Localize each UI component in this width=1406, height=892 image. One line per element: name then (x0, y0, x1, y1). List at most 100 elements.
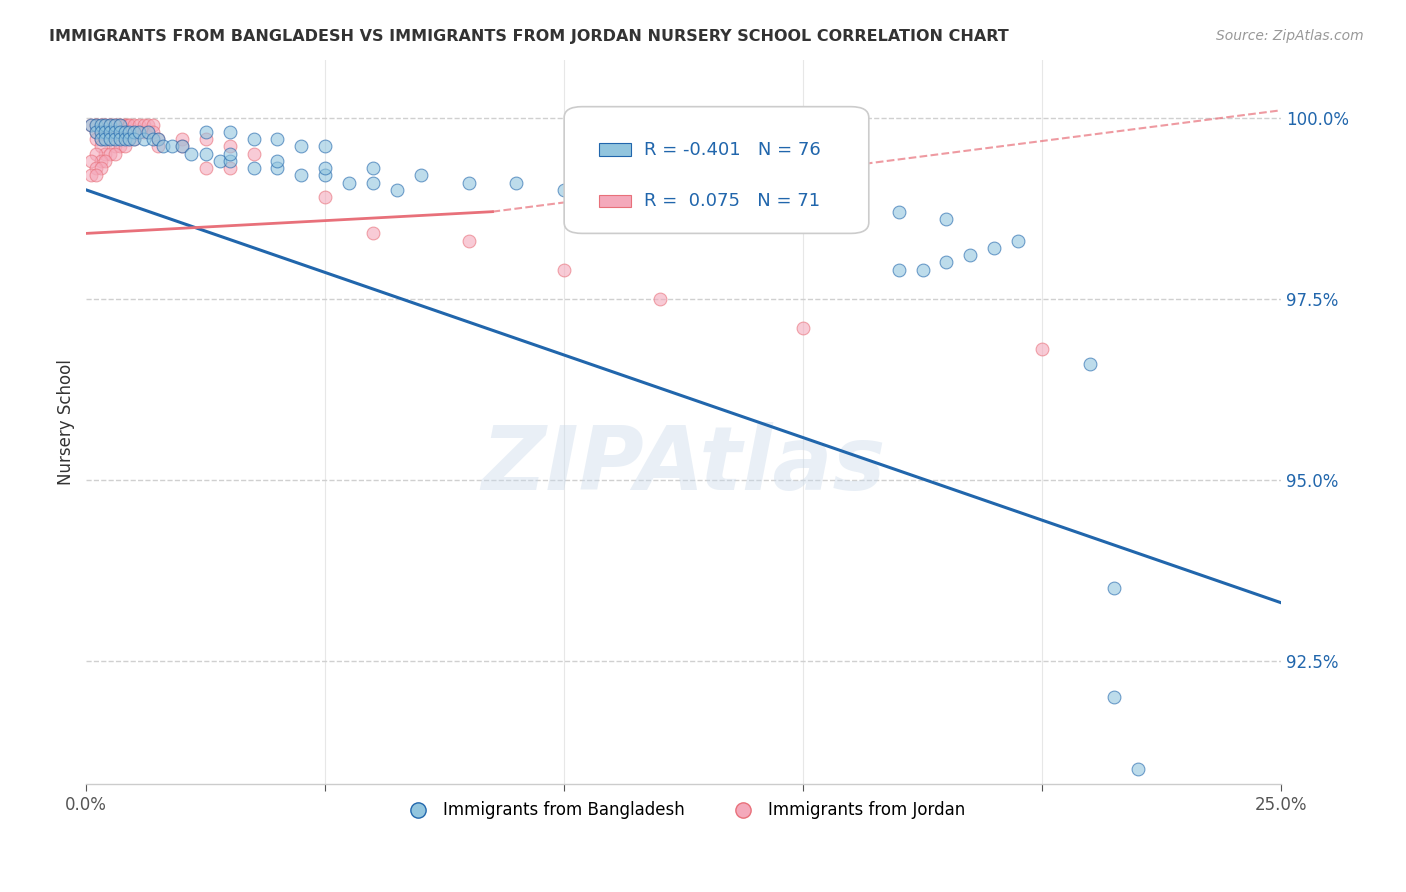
Point (505, 176, 527, 190)
Point (118, 132, 141, 146)
Point (114, 125, 136, 139)
Point (792, 320, 814, 334)
Point (84, 161, 107, 176)
FancyBboxPatch shape (564, 107, 869, 234)
Point (457, 176, 479, 190)
Point (242, 146, 264, 161)
Point (98, 146, 121, 161)
Point (146, 139, 169, 153)
Point (104, 118, 127, 132)
Point (84, 118, 107, 132)
Point (959, 248, 981, 262)
Point (98, 125, 121, 139)
Point (122, 132, 145, 146)
Point (84, 118, 107, 132)
Point (114, 139, 136, 153)
Point (104, 146, 127, 161)
Point (108, 118, 131, 132)
Point (122, 132, 145, 146)
Point (90, 161, 112, 176)
Text: IMMIGRANTS FROM BANGLADESH VS IMMIGRANTS FROM JORDAN NURSERY SCHOOL CORRELATION : IMMIGRANTS FROM BANGLADESH VS IMMIGRANTS… (49, 29, 1010, 44)
Point (290, 169, 312, 183)
Point (94, 132, 117, 146)
Point (839, 204, 862, 219)
Point (128, 125, 150, 139)
Point (98, 118, 121, 132)
Point (94, 118, 117, 132)
Point (94, 125, 117, 139)
Point (152, 139, 174, 153)
Point (98, 132, 121, 146)
Point (104, 118, 127, 132)
Point (314, 190, 336, 204)
Point (90, 125, 112, 139)
Point (142, 132, 165, 146)
Point (1102, 690, 1125, 704)
Point (90, 118, 112, 132)
Point (94, 132, 117, 146)
Point (118, 132, 141, 146)
Point (792, 197, 814, 211)
Point (1031, 343, 1053, 357)
Point (104, 139, 127, 153)
Point (935, 255, 957, 269)
Point (209, 153, 232, 168)
Point (170, 139, 193, 153)
Point (108, 139, 131, 153)
Point (242, 161, 264, 176)
Point (242, 132, 264, 146)
Point (409, 169, 432, 183)
Point (114, 118, 136, 132)
Point (90, 132, 112, 146)
Point (90, 118, 112, 132)
Point (98, 118, 121, 132)
Point (935, 211, 957, 226)
Text: R = -0.401   N = 76: R = -0.401 N = 76 (644, 141, 821, 159)
Point (90, 125, 112, 139)
Point (138, 125, 160, 139)
Point (194, 161, 217, 176)
Point (84, 132, 107, 146)
Point (162, 139, 184, 153)
Point (108, 125, 131, 139)
Point (128, 118, 150, 132)
Point (194, 132, 217, 146)
Point (84, 146, 107, 161)
Point (887, 204, 910, 219)
Point (194, 146, 217, 161)
Point (132, 132, 155, 146)
Point (218, 161, 240, 176)
Point (648, 190, 671, 204)
Point (80, 118, 103, 132)
Point (1126, 762, 1149, 776)
Point (266, 132, 288, 146)
Point (98, 132, 121, 146)
Point (118, 118, 141, 132)
Point (1102, 581, 1125, 595)
Point (80, 153, 103, 168)
Point (98, 118, 121, 132)
Point (104, 132, 127, 146)
Point (84, 118, 107, 132)
Text: ZIPAtlas: ZIPAtlas (481, 422, 886, 508)
Point (94, 118, 117, 132)
Point (385, 183, 408, 197)
Point (104, 125, 127, 139)
Point (90, 139, 112, 153)
Point (108, 125, 131, 139)
Point (180, 146, 202, 161)
Point (218, 125, 240, 139)
Point (314, 139, 336, 153)
Point (457, 234, 479, 248)
Point (887, 262, 910, 277)
Point (194, 125, 217, 139)
Point (361, 176, 384, 190)
Point (84, 169, 107, 183)
Point (266, 161, 288, 176)
Point (983, 241, 1005, 255)
Point (553, 183, 575, 197)
Point (146, 132, 169, 146)
Legend: Immigrants from Bangladesh, Immigrants from Jordan: Immigrants from Bangladesh, Immigrants f… (395, 795, 973, 826)
Point (361, 227, 384, 241)
Point (114, 125, 136, 139)
